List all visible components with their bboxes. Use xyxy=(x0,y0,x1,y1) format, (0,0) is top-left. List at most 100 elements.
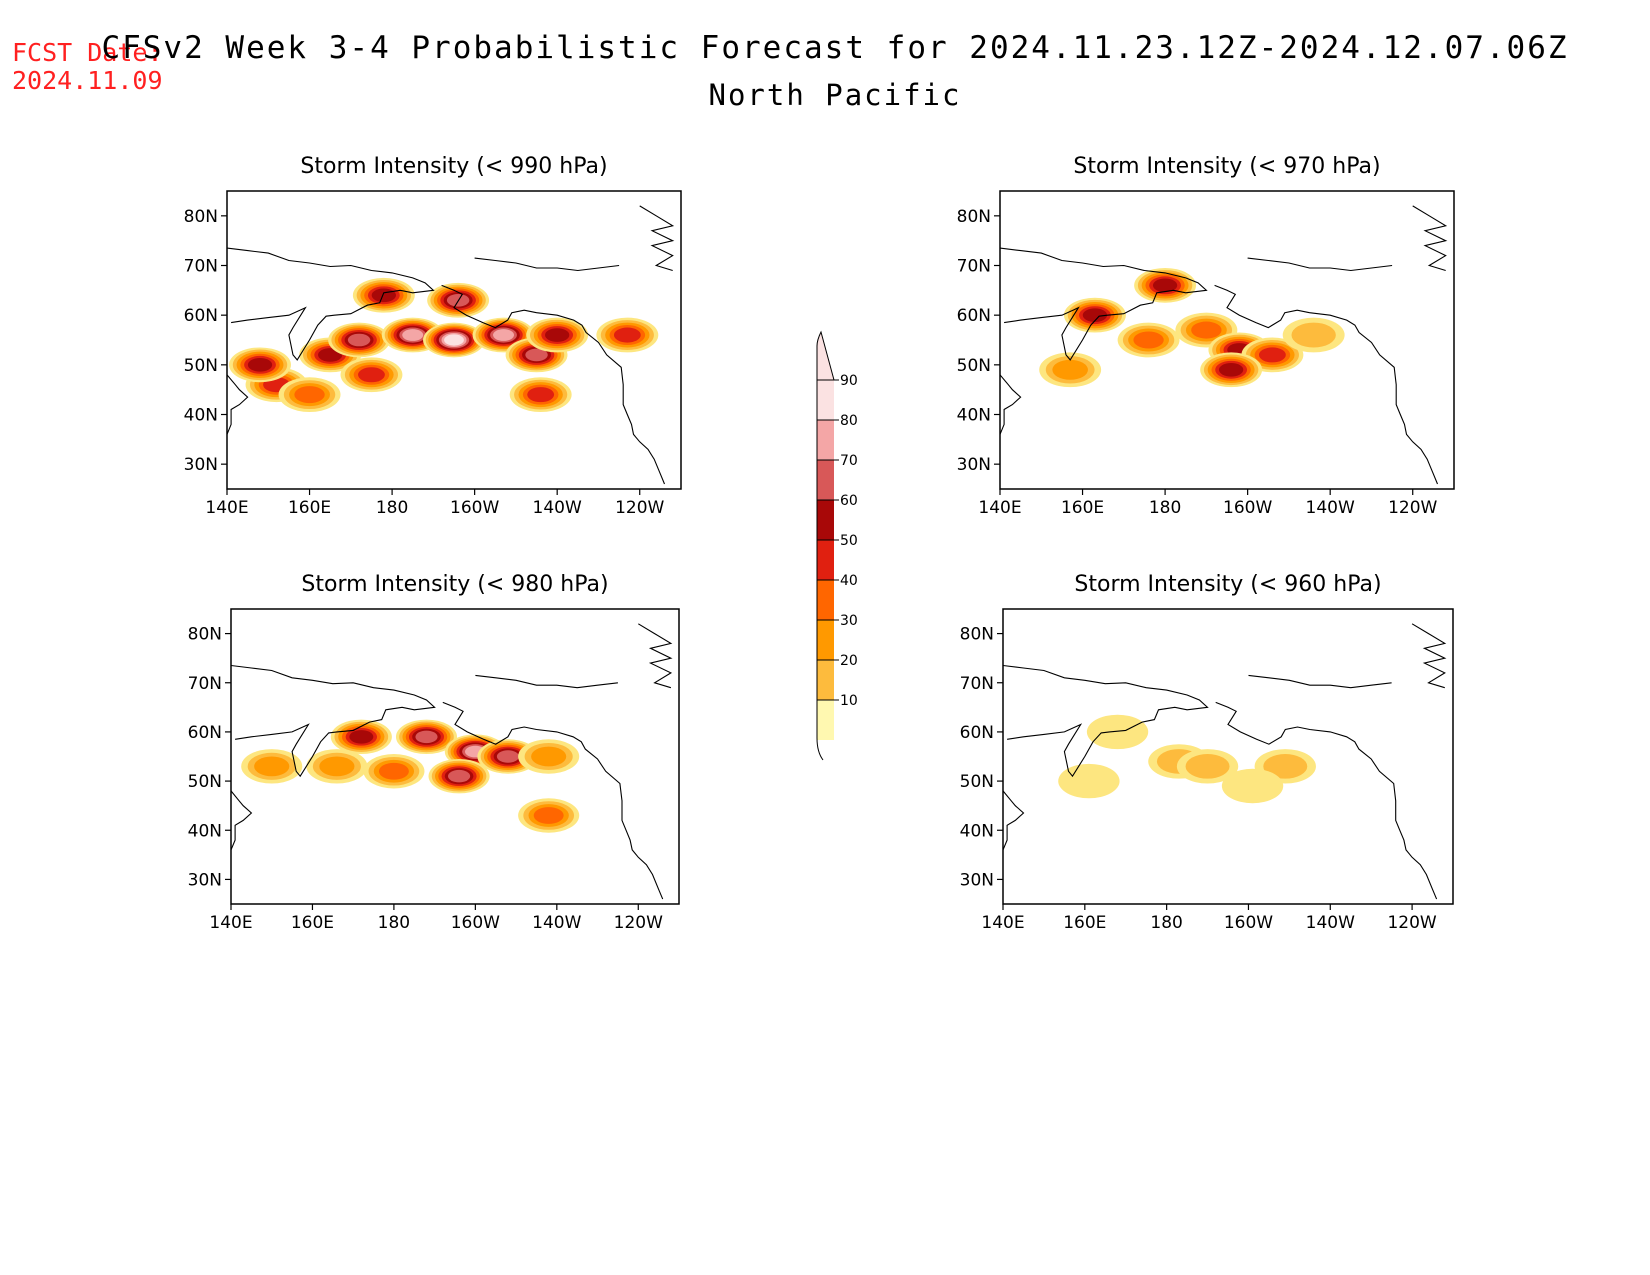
colorbar-label: 10 xyxy=(840,693,858,709)
map-panel: Storm Intensity (< 960 hPa) 80N 70N 60N 50N 4… xyxy=(960,572,1454,933)
probability-contour xyxy=(1263,754,1308,779)
coastline-segment xyxy=(1000,374,1022,435)
probability-contour xyxy=(1291,322,1336,348)
lon-label: 160E xyxy=(1063,913,1106,933)
lat-label: 30N xyxy=(188,870,222,890)
lon-label: 160E xyxy=(291,913,334,933)
lat-label: 60N xyxy=(184,306,218,326)
colorbar-label: 60 xyxy=(840,493,858,509)
region-title: North Pacific xyxy=(708,78,962,112)
lat-label: 60N xyxy=(188,723,222,743)
probability-contour xyxy=(1133,331,1164,349)
probability-contour xyxy=(294,386,325,404)
page-title: CFSv2 Week 3-4 Probabilistic Forecast fo… xyxy=(101,30,1569,66)
probability-contour xyxy=(1058,763,1120,799)
probability-contour xyxy=(254,756,290,777)
panel-title: Storm Intensity (< 980 hPa) xyxy=(301,572,608,597)
lon-label: 140W xyxy=(532,913,581,933)
lat-label: 50N xyxy=(957,356,991,376)
probability-contour xyxy=(496,750,520,763)
colorbar-label: 90 xyxy=(840,373,858,389)
lon-label: 160W xyxy=(1224,913,1273,933)
lat-label: 30N xyxy=(960,870,994,890)
panel-title: Storm Intensity (< 970 hPa) xyxy=(1073,154,1380,179)
lon-label: 120W xyxy=(1387,913,1436,933)
lat-label: 40N xyxy=(188,821,222,841)
lon-label: 160W xyxy=(451,913,500,933)
coastline-segment xyxy=(1411,623,1447,689)
coastline-segment xyxy=(1412,205,1448,272)
lat-label: 40N xyxy=(184,406,218,426)
coastline-segment xyxy=(639,205,675,272)
lat-label: 50N xyxy=(188,772,222,792)
coastline-segment xyxy=(442,701,664,900)
probability-contour xyxy=(493,329,515,341)
lon-label: 160W xyxy=(1223,498,1272,518)
map-panel: Storm Intensity (< 970 hPa) 80N 70N 60N 50N 4… xyxy=(957,154,1455,518)
colorbar-label: 80 xyxy=(840,413,858,429)
colorbar-label: 70 xyxy=(840,453,858,469)
coastline-segment xyxy=(227,247,435,361)
lon-label: 140E xyxy=(205,498,248,518)
coastline-segment xyxy=(1000,247,1208,361)
probability-shading xyxy=(241,719,580,833)
lat-label: 40N xyxy=(957,406,991,426)
map-panel: Storm Intensity (< 990 hPa) 80N 70N 60N 50N 4… xyxy=(184,154,682,518)
lat-label: 30N xyxy=(184,455,218,475)
probability-contour xyxy=(349,730,374,744)
probability-contour xyxy=(347,333,371,347)
lat-label: 40N xyxy=(960,821,994,841)
colorbar-label: 50 xyxy=(840,533,858,549)
probability-contour xyxy=(319,756,355,777)
colorbar-label: 30 xyxy=(840,613,858,629)
lat-label: 60N xyxy=(960,723,994,743)
probability-contour xyxy=(1052,359,1088,380)
probability-contour xyxy=(533,807,564,824)
coastline-segment xyxy=(1003,790,1025,851)
map-panel: Storm Intensity (< 980 hPa) 80N 70N 60N 50N 4… xyxy=(188,572,680,933)
coastline xyxy=(1000,205,1448,485)
coastline-segment xyxy=(1214,284,1439,485)
probability-contour xyxy=(371,288,396,303)
coastline-segment xyxy=(1247,257,1393,272)
map-frame xyxy=(230,608,680,905)
colorbar-swatch xyxy=(817,660,834,700)
lon-label: 140W xyxy=(533,498,582,518)
colorbar-swatch xyxy=(817,540,834,580)
coastline-segment xyxy=(231,790,253,851)
probability-contour xyxy=(378,762,409,780)
lon-label: 160E xyxy=(1061,498,1104,518)
lat-label: 80N xyxy=(188,625,222,645)
colorbar: 90 80 70 60 50 40 30 20 10 xyxy=(816,330,858,761)
probability-contour xyxy=(1082,308,1108,322)
lon-label: 140E xyxy=(209,913,252,933)
map-frame xyxy=(226,190,682,490)
lat-label: 30N xyxy=(957,455,991,475)
lat-label: 70N xyxy=(188,674,222,694)
probability-contour xyxy=(1221,768,1284,804)
probability-shading xyxy=(1058,714,1316,804)
lon-label: 120W xyxy=(1388,498,1437,518)
coastline-segment xyxy=(474,257,620,272)
lat-label: 80N xyxy=(184,207,218,227)
probability-contour xyxy=(525,348,548,362)
lat-label: 70N xyxy=(957,257,991,277)
coastline xyxy=(1003,623,1447,900)
probability-contour xyxy=(531,746,567,767)
lat-label: 80N xyxy=(957,207,991,227)
lon-label: 180 xyxy=(378,913,410,933)
coastline-segment xyxy=(441,284,666,485)
probability-contour xyxy=(613,327,641,343)
probability-contour xyxy=(415,730,438,744)
colorbar-swatch xyxy=(817,580,834,620)
coastline-segment xyxy=(1248,674,1392,689)
colorbar-swatch xyxy=(817,700,834,740)
coastline-segment xyxy=(227,374,249,435)
lon-label: 140E xyxy=(978,498,1021,518)
forecast-date-label: FCST Date: xyxy=(12,38,163,67)
lat-label: 50N xyxy=(960,772,994,792)
colorbar-swatch xyxy=(817,460,834,500)
colorbar-label: 40 xyxy=(840,573,858,589)
lon-label: 140E xyxy=(981,913,1024,933)
forecast-date-value: 2024.11.09 xyxy=(12,66,163,95)
